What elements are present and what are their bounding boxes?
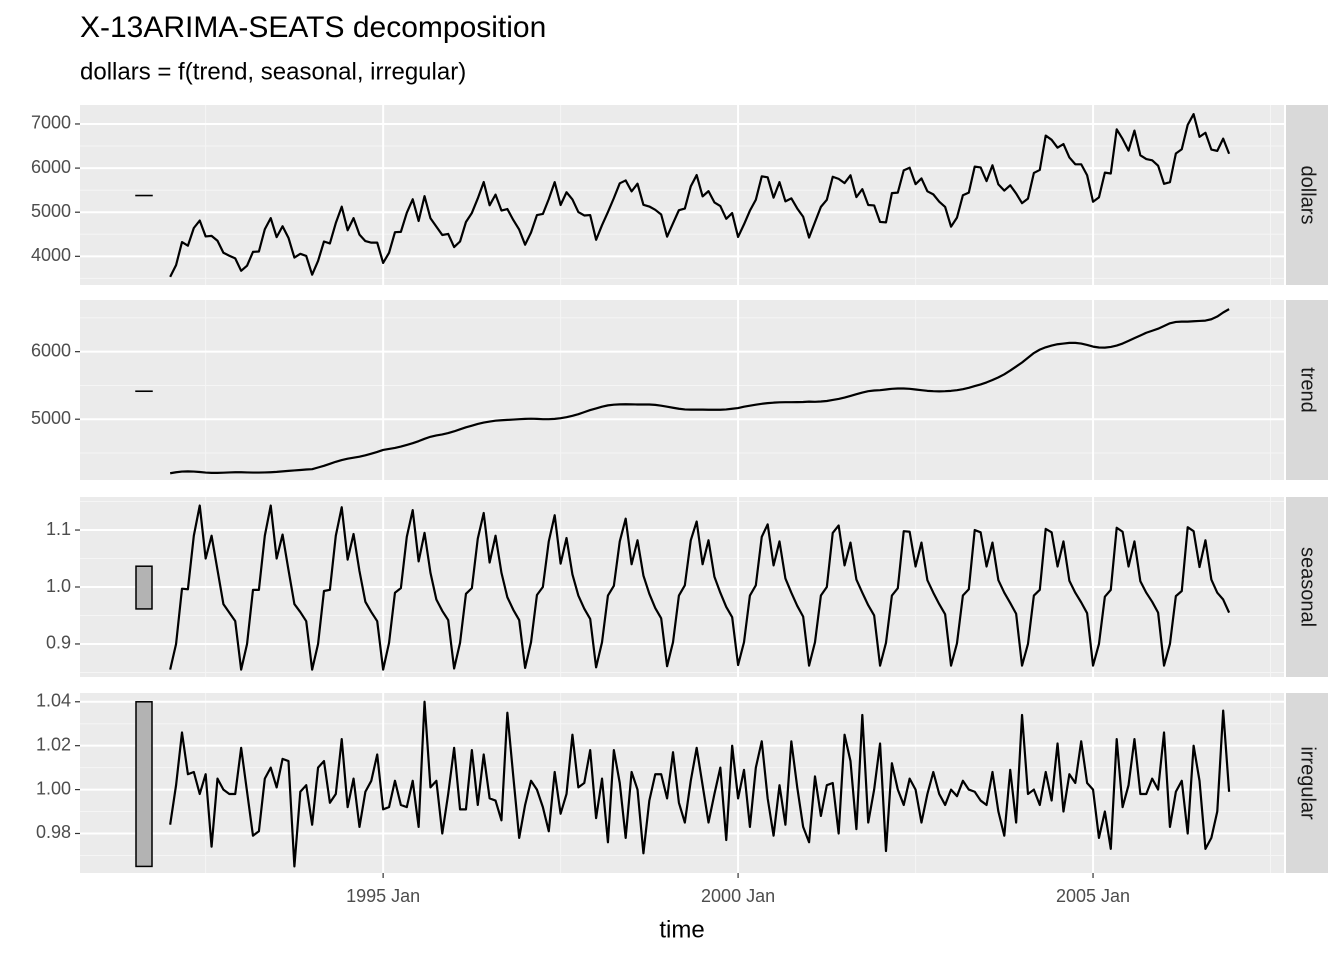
chart-title: X-13ARIMA-SEATS decomposition — [80, 11, 546, 44]
y-tick-label: 0.98 — [36, 822, 71, 842]
series-line — [169, 504, 1231, 671]
x-axis-label: time — [659, 916, 704, 943]
x-tick-label: 1995 Jan — [346, 886, 420, 906]
scale-bar — [135, 701, 153, 868]
strip-background — [1286, 693, 1328, 873]
chart-subtitle: dollars = f(trend, seasonal, irregular) — [80, 58, 466, 85]
y-tick-label: 7000 — [31, 113, 71, 133]
panel-background — [80, 693, 1284, 873]
panel-background — [80, 300, 1284, 480]
series-line — [169, 700, 1231, 868]
strip-label: irregular — [1297, 746, 1319, 820]
strip-background — [1286, 497, 1328, 677]
y-tick-label: 5000 — [31, 201, 71, 221]
strip-label: dollars — [1297, 166, 1319, 225]
panel-background — [80, 105, 1284, 285]
x-tick-label: 2000 Jan — [701, 886, 775, 906]
strip-background — [1286, 300, 1328, 480]
scale-bar — [135, 565, 153, 610]
strip-label: seasonal — [1297, 547, 1319, 627]
y-tick-label: 5000 — [31, 408, 71, 428]
y-tick-label: 6000 — [31, 340, 71, 360]
series-line — [169, 308, 1230, 475]
x-tick-label: 2005 Jan — [1056, 886, 1130, 906]
y-tick-label: 1.04 — [36, 691, 71, 711]
series-line — [169, 112, 1231, 278]
y-tick-label: 1.00 — [36, 778, 71, 798]
y-tick-label: 1.0 — [46, 576, 71, 596]
y-tick-label: 1.02 — [36, 734, 71, 754]
strip-label: trend — [1297, 367, 1319, 413]
y-tick-label: 1.1 — [46, 519, 71, 539]
y-tick-label: 6000 — [31, 157, 71, 177]
y-tick-label: 4000 — [31, 245, 71, 265]
y-tick-label: 0.9 — [46, 633, 71, 653]
strip-background — [1286, 105, 1328, 285]
